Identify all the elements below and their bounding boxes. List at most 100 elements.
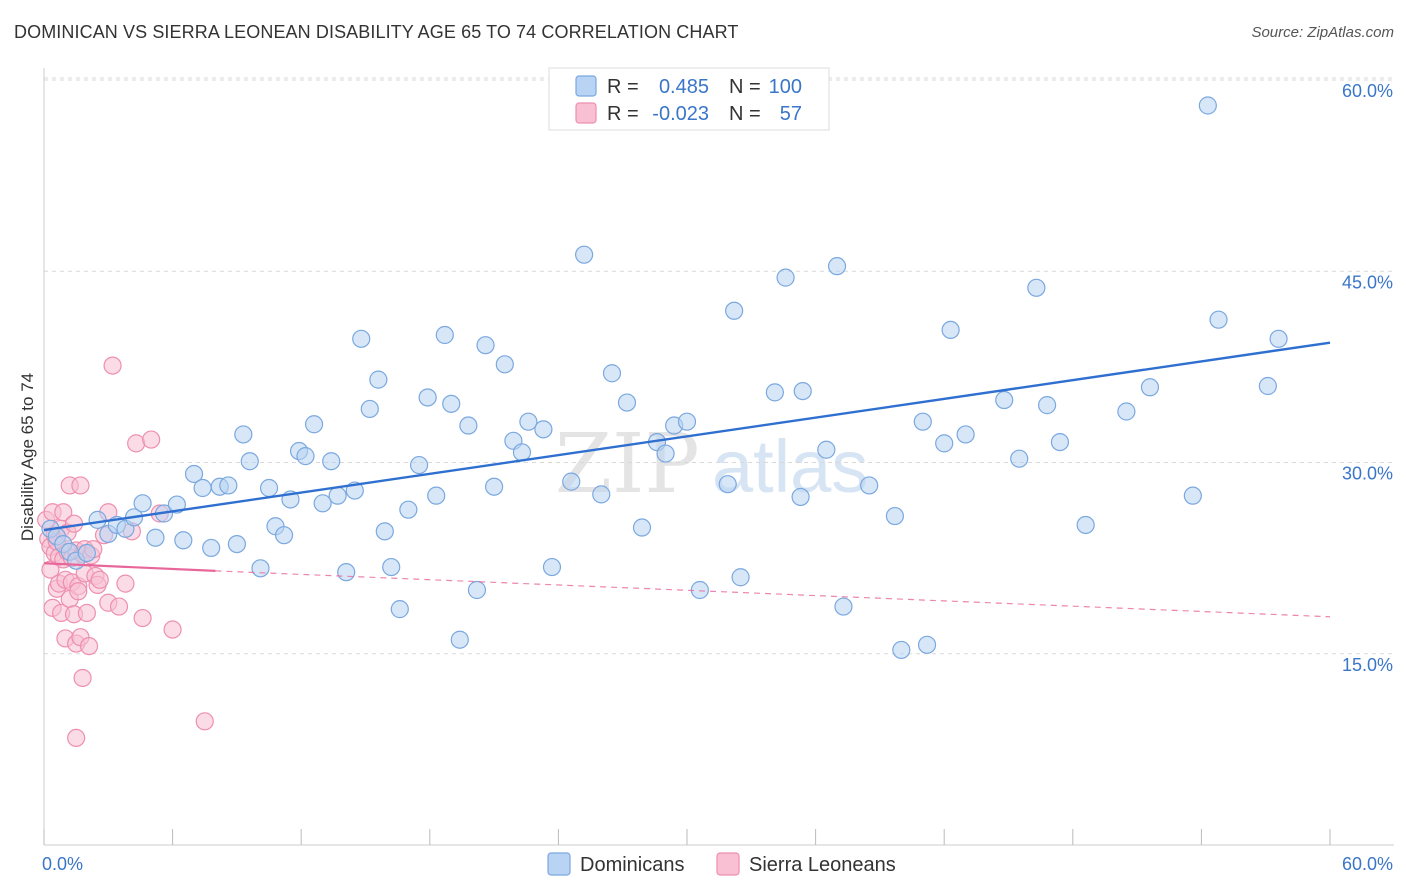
- dominican-point-75: [776, 268, 795, 287]
- dominican-point-5: [77, 543, 96, 563]
- grid-lines: [44, 77, 1394, 655]
- dominican-point-100: [1258, 376, 1277, 396]
- dominican-point-43: [399, 500, 418, 519]
- dominican-point-15: [174, 531, 193, 550]
- dominican-point-71: [718, 475, 737, 494]
- dominican-point-80: [834, 597, 853, 616]
- dominican-point-40: [375, 522, 394, 541]
- dominican-point-39: [369, 370, 388, 389]
- dominican-point-73: [731, 568, 750, 587]
- dominican-point-14: [167, 495, 186, 514]
- series-swatch-dominicans: [547, 852, 571, 876]
- dominican-point-58: [534, 420, 553, 439]
- dominicans-trend-line: [43, 341, 1331, 532]
- dominican-point-96: [1140, 378, 1160, 397]
- dominican-point-18: [202, 538, 221, 558]
- legend-n-label-dominicans: N =: [729, 76, 761, 98]
- dominican-point-62: [592, 485, 611, 504]
- dominican-point-53: [485, 477, 504, 496]
- dominican-point-94: [1076, 515, 1095, 535]
- dominican-point-65: [632, 518, 652, 537]
- dominican-point-61: [575, 245, 594, 264]
- sierra-leonean-point-51: [133, 608, 152, 628]
- dominican-point-72: [725, 301, 744, 320]
- dominican-point-41: [382, 557, 401, 577]
- dominican-point-16: [184, 464, 204, 484]
- dominican-point-86: [935, 434, 954, 453]
- sierra-leonean-point-36: [77, 603, 96, 623]
- dominican-point-77: [793, 382, 812, 401]
- dominican-point-22: [234, 425, 253, 444]
- dominican-point-98: [1198, 96, 1217, 115]
- sierra-leonean-point-48: [116, 574, 135, 593]
- dominican-point-87: [941, 320, 960, 339]
- sierra-leonean-point-3: [41, 560, 60, 579]
- sierra-leoneans-trend-line-dashed: [215, 570, 1331, 618]
- dominican-point-60: [562, 472, 581, 491]
- dominican-point-82: [885, 506, 905, 526]
- y-tick-label-30: 30.0%: [1342, 464, 1393, 484]
- dominican-point-99: [1209, 310, 1228, 329]
- series-swatch-sierra-leoneans: [716, 852, 740, 876]
- legend-n-value-dominicans: 100: [769, 76, 802, 98]
- series-label-dominicans: Dominicans: [580, 854, 684, 876]
- dominican-point-30: [296, 447, 315, 466]
- axes: [43, 68, 1394, 846]
- source-label: Source: ZipAtlas.com: [1251, 24, 1394, 41]
- dominican-point-97: [1183, 486, 1202, 505]
- sierra-leonean-point-55: [195, 712, 214, 731]
- dominican-point-11: [133, 494, 152, 513]
- y-axis-label: Disability Age 65 to 74: [18, 373, 37, 541]
- dominican-point-93: [1050, 433, 1070, 452]
- dominican-point-24: [251, 559, 270, 578]
- dominican-point-47: [435, 325, 454, 345]
- dominican-point-23: [240, 452, 259, 471]
- sierra-leonean-point-50: [127, 434, 146, 453]
- correlation-legend: R = 0.485 N = 100 R = -0.023 N = 57: [548, 67, 830, 131]
- sierra-leonean-point-56: [67, 728, 86, 748]
- dominican-point-92: [1037, 396, 1057, 415]
- dominican-point-81: [860, 476, 879, 495]
- dominican-point-37: [352, 329, 371, 348]
- sierra-leonean-point-52: [142, 430, 161, 449]
- dominican-point-20: [219, 476, 238, 495]
- legend-swatch-sierra-leoneans: [575, 102, 597, 124]
- legend-r-value-dominicans: 0.485: [659, 76, 709, 98]
- dominican-point-25: [259, 478, 279, 498]
- dominican-point-89: [995, 390, 1014, 410]
- y-tick-label-60: 60.0%: [1342, 81, 1393, 101]
- dominican-point-76: [791, 487, 810, 507]
- dominican-point-34: [328, 486, 347, 505]
- legend-r-label-dominicans: R =: [607, 76, 639, 98]
- dominican-point-57: [519, 412, 538, 431]
- legend-r-label-sierra-leoneans: R =: [607, 103, 639, 125]
- dominican-point-31: [304, 415, 324, 434]
- dominican-point-54: [495, 355, 514, 374]
- dominican-point-49: [450, 630, 469, 649]
- dominican-point-52: [476, 336, 495, 355]
- dominican-point-12: [146, 528, 165, 547]
- dominican-point-74: [765, 383, 784, 402]
- dominican-point-95: [1117, 402, 1136, 421]
- sierra-leonean-point-47: [109, 597, 129, 616]
- sierra-leonean-point-46: [103, 356, 122, 375]
- sierra-leonean-point-29: [69, 582, 88, 601]
- dominican-point-6: [88, 510, 107, 529]
- x-tick-label-min: 0.0%: [42, 854, 83, 874]
- dominican-point-42: [390, 600, 409, 619]
- sierra-leoneans-trend-line: [43, 562, 216, 572]
- dominican-point-67: [656, 444, 675, 463]
- y-tick-label-45: 45.0%: [1342, 272, 1393, 292]
- dominican-point-35: [337, 563, 356, 582]
- legend-n-label-sierra-leoneans: N =: [729, 103, 761, 125]
- dominican-point-78: [817, 440, 836, 459]
- legend-n-value-sierra-leoneans: 57: [780, 103, 802, 125]
- dominican-point-21: [227, 534, 246, 554]
- dominican-point-46: [427, 486, 446, 505]
- dominican-point-50: [459, 416, 478, 435]
- trend-lines: [43, 341, 1331, 618]
- y-tick-label-15: 15.0%: [1342, 655, 1393, 675]
- legend-r-value-sierra-leoneans: -0.023: [652, 103, 709, 125]
- dominican-point-44: [409, 455, 429, 475]
